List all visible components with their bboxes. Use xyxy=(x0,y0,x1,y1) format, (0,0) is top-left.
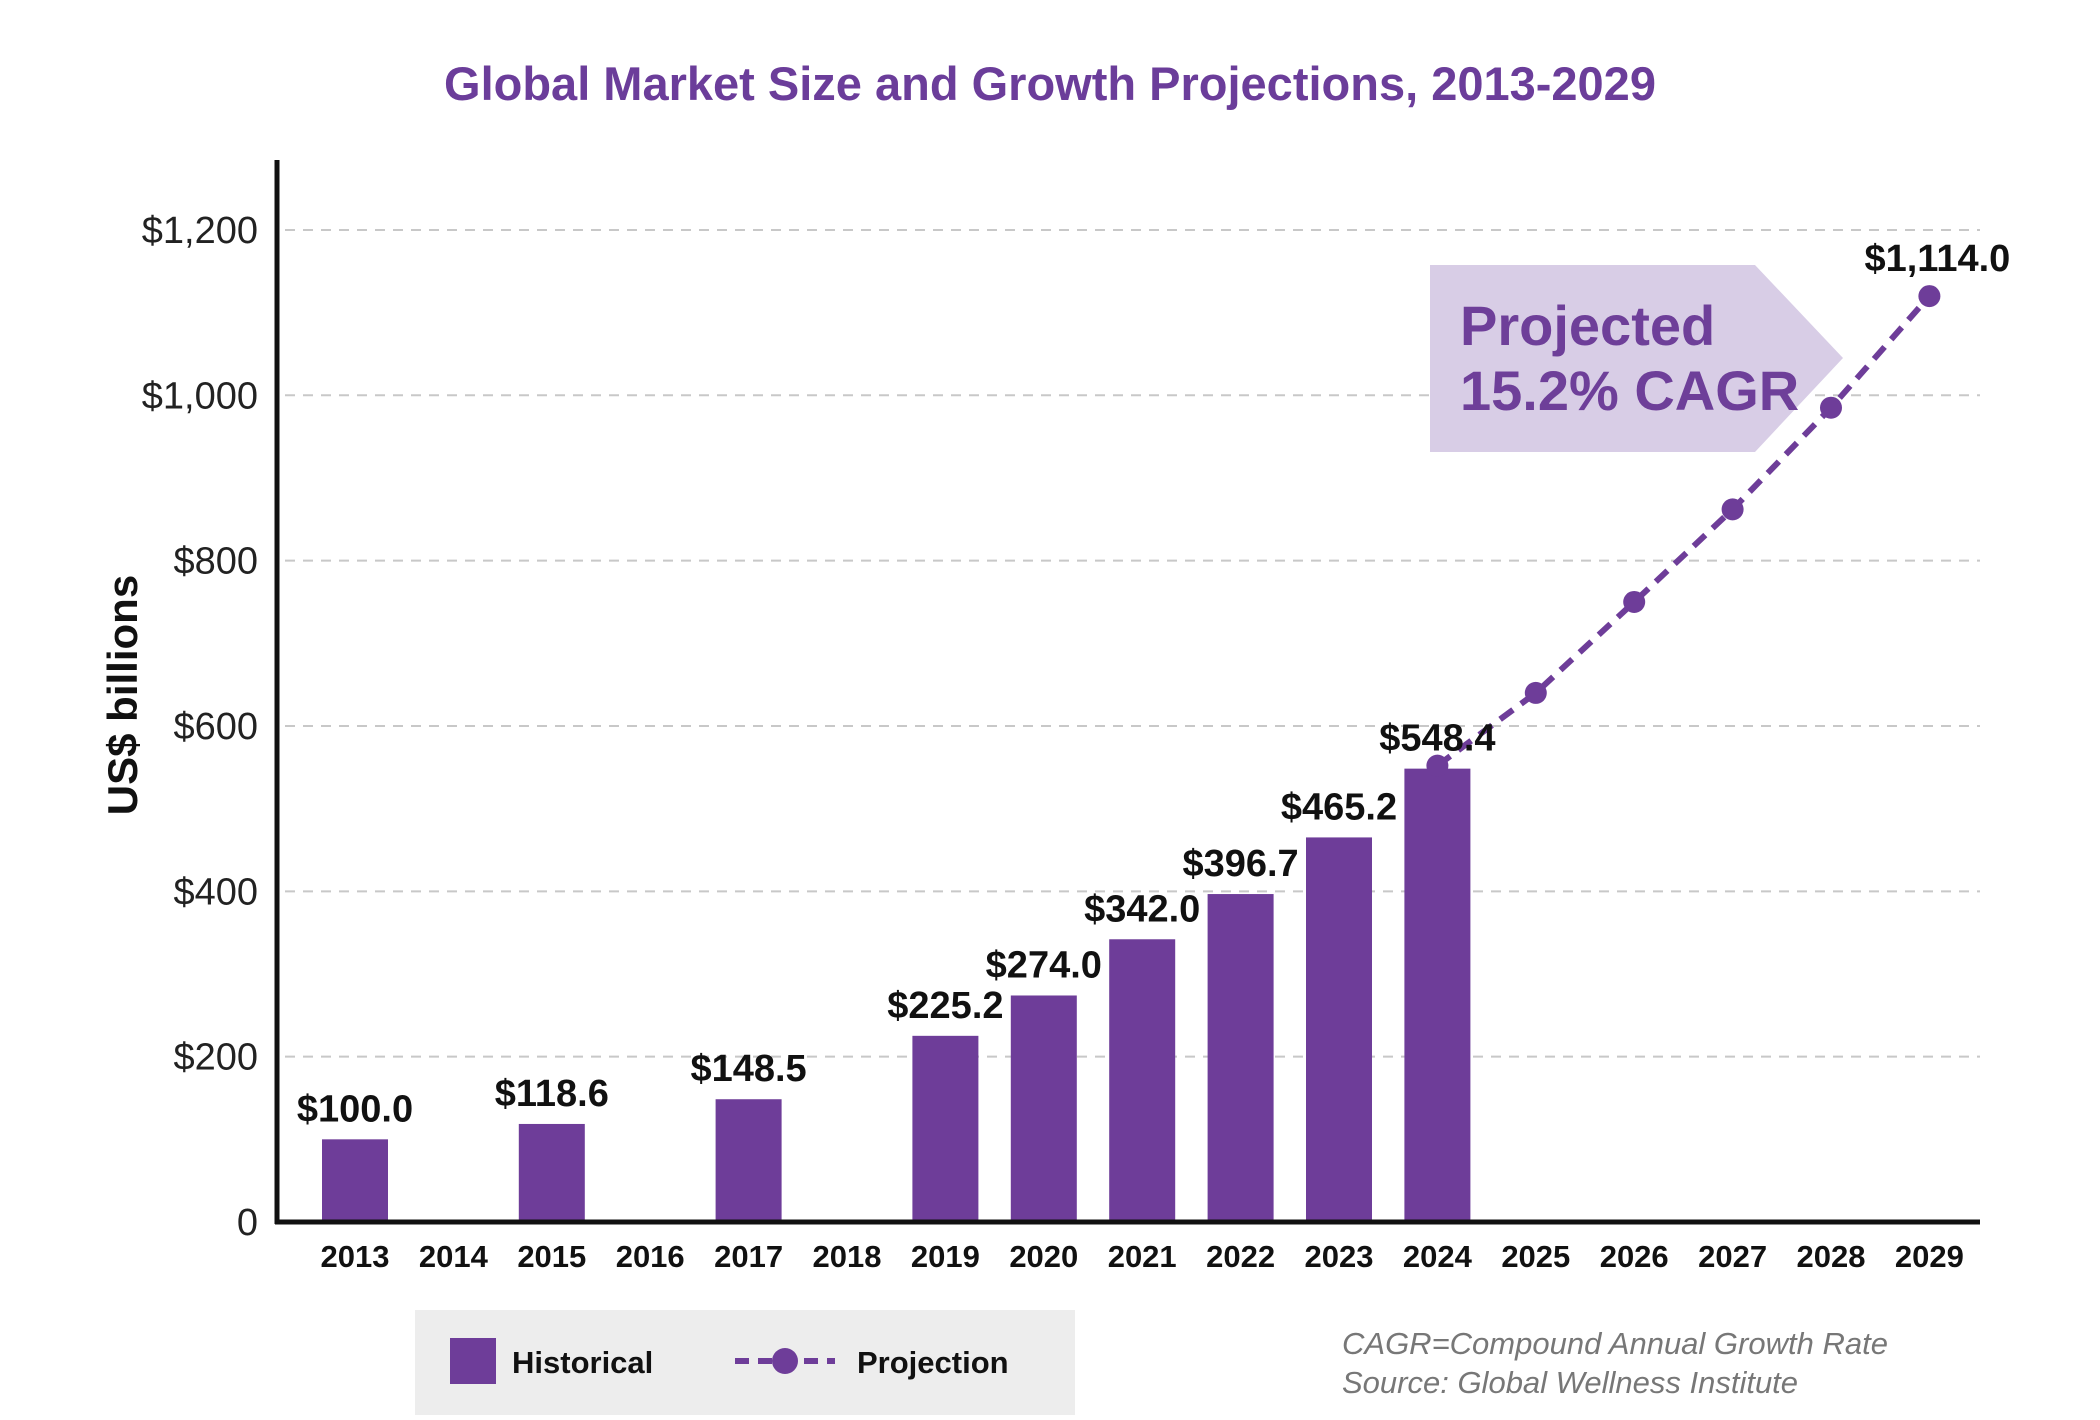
x-tick-label: 2027 xyxy=(1698,1239,1767,1274)
x-tick-label: 2029 xyxy=(1895,1239,1964,1274)
x-tick-label: 2021 xyxy=(1108,1239,1177,1274)
bar-2021 xyxy=(1109,939,1176,1222)
bar-2015 xyxy=(518,1123,585,1222)
bar-value-label: $548.4 xyxy=(1379,718,1495,760)
x-tick-label: 2022 xyxy=(1206,1239,1275,1274)
y-tick-label: $800 xyxy=(173,541,258,583)
x-tick-label: 2025 xyxy=(1501,1239,1570,1274)
source-note: Source: Global Wellness Institute xyxy=(1342,1365,1798,1400)
projection-point-2025 xyxy=(1524,681,1547,704)
projection-value-label: $1,114.0 xyxy=(1864,238,2010,280)
bar-value-label: $148.5 xyxy=(690,1048,806,1090)
x-tick-label: 2013 xyxy=(321,1239,390,1274)
bar-value-label: $274.0 xyxy=(986,944,1102,986)
x-tick-label: 2023 xyxy=(1305,1239,1374,1274)
bar-2022 xyxy=(1207,894,1274,1222)
y-axis-label: US$ billions xyxy=(99,575,146,815)
bar-value-label: $100.0 xyxy=(297,1088,413,1130)
data-labels: $100.0 $118.6 $148.5 $225.2$274.0 $342.0$396… xyxy=(297,238,2010,1130)
bar-value-label: $118.6 xyxy=(495,1073,609,1115)
bar-2024 xyxy=(1404,768,1471,1222)
projection-point-2027 xyxy=(1721,498,1744,521)
legend-historical-label: Historical xyxy=(512,1345,653,1380)
cagr-definition-note: CAGR=Compound Annual Growth Rate xyxy=(1342,1326,1888,1361)
projection-line xyxy=(1426,285,1941,777)
x-tick-label: 2024 xyxy=(1403,1239,1473,1274)
y-tick-label: 0 xyxy=(237,1202,258,1244)
legend-historical-swatch xyxy=(450,1338,496,1384)
x-tick-label: 2028 xyxy=(1797,1239,1866,1274)
cagr-arrow-shape xyxy=(1430,265,1843,452)
x-tick-label: 2020 xyxy=(1009,1239,1078,1274)
x-tick-label: 2018 xyxy=(813,1239,882,1274)
bar-value-label: $225.2 xyxy=(887,985,1003,1027)
projection-point-2028 xyxy=(1820,396,1842,419)
projection-point-2029 xyxy=(1918,285,1941,308)
legend-projection-label: Projection xyxy=(857,1345,1009,1380)
y-tick-label: $400 xyxy=(173,871,258,913)
y-axis-ticks: 0 $200 $400 $600 $800 $1,000 $1,200 xyxy=(142,210,258,1244)
bar-value-label: $396.7 xyxy=(1182,843,1298,885)
bar-value-label: $465.2 xyxy=(1281,786,1397,828)
bar-2013 xyxy=(322,1139,388,1222)
x-tick-label: 2016 xyxy=(616,1239,685,1274)
bar-2023 xyxy=(1306,837,1372,1222)
y-tick-label: $1,000 xyxy=(142,375,258,417)
projection-line-path xyxy=(1435,294,1932,769)
x-tick-label: 2017 xyxy=(714,1239,783,1274)
legend: Historical Projection xyxy=(415,1310,1075,1415)
x-tick-label: 2026 xyxy=(1600,1239,1669,1274)
projection-point-2026 xyxy=(1623,590,1646,613)
bar-2017 xyxy=(715,1099,782,1222)
x-axis-ticks: 2013 2014 2015 2016 2017 2018 2019 2020 2021 2022… xyxy=(321,1239,1964,1274)
projection-point-2024 xyxy=(1426,754,1449,777)
cagr-line-2: 15.2% CAGR xyxy=(1460,359,1799,422)
chart-title: Global Market Size and Growth Projection… xyxy=(444,57,1656,110)
y-tick-label: $200 xyxy=(173,1037,258,1079)
cagr-line-1: Projected xyxy=(1460,294,1715,357)
bar-2019 xyxy=(912,1035,979,1222)
y-tick-label: $600 xyxy=(173,706,258,748)
historical-bars xyxy=(322,768,1471,1222)
x-tick-label: 2014 xyxy=(419,1239,489,1274)
bar-2020 xyxy=(1010,995,1077,1222)
x-tick-label: 2015 xyxy=(517,1239,586,1274)
x-tick-label: 2019 xyxy=(911,1239,980,1274)
y-tick-label: $1,200 xyxy=(142,210,258,252)
bar-value-label: $342.0 xyxy=(1084,888,1200,930)
cagr-annotation: Projected 15.2% CAGR xyxy=(1430,265,1843,452)
legend-projection-marker xyxy=(772,1348,798,1374)
